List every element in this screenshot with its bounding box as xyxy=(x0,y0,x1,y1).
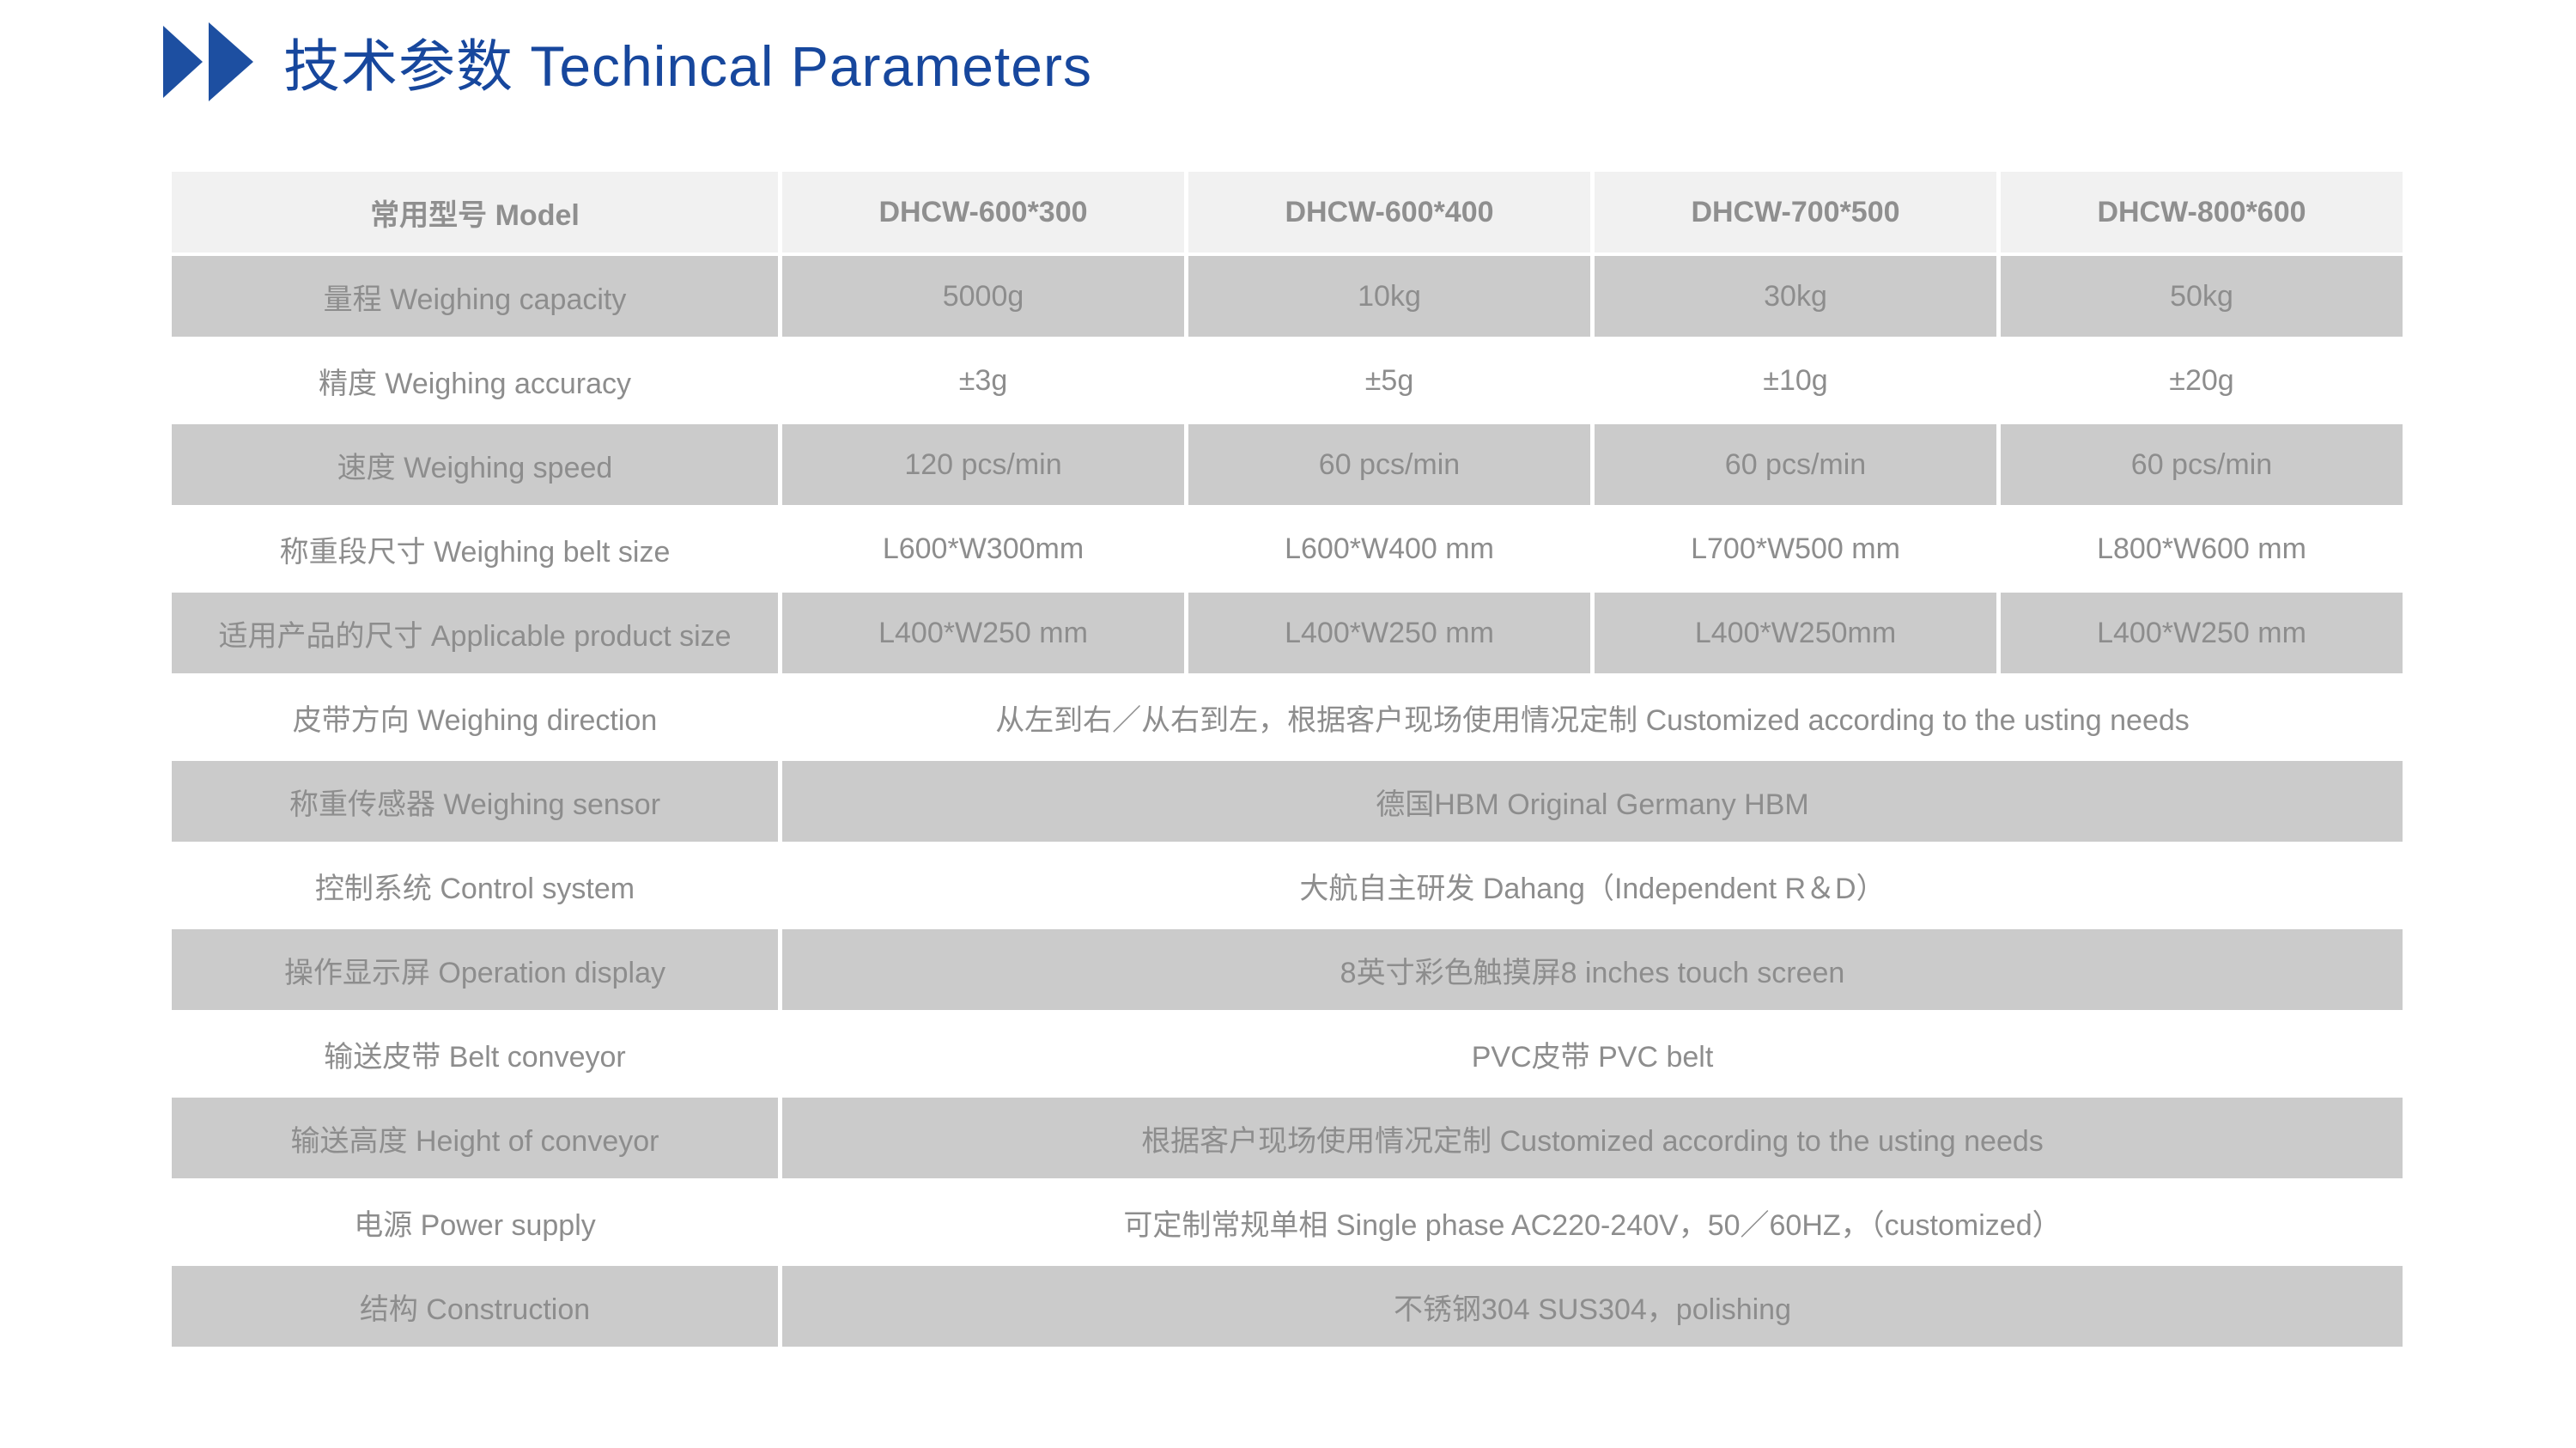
row-label: 量程 Weighing capacity xyxy=(172,256,778,337)
row-merged-value: 根据客户现场使用情况定制 Customized according to the… xyxy=(782,1098,2403,1178)
row-label: 称重传感器 Weighing sensor xyxy=(172,761,778,842)
table-row: 皮带方向 Weighing direction 从左到右／从右到左，根据客户现场使… xyxy=(172,677,2403,757)
row-value: ±3g xyxy=(782,340,1184,421)
row-merged-value: 德国HBM Original Germany HBM xyxy=(782,761,2403,842)
header-model-1: DHCW-600*300 xyxy=(782,172,1184,252)
row-value: ±20g xyxy=(2001,340,2403,421)
table-body: 量程 Weighing capacity 5000g 10kg 30kg 50kg 精度 … xyxy=(172,256,2403,1347)
row-label: 精度 Weighing accuracy xyxy=(172,340,778,421)
row-label: 速度 Weighing speed xyxy=(172,424,778,505)
row-value: ±5g xyxy=(1188,340,1590,421)
header-model-4: DHCW-800*600 xyxy=(2001,172,2403,252)
table-row: 精度 Weighing accuracy ±3g ±5g ±10g ±20g xyxy=(172,340,2403,421)
row-label: 称重段尺寸 Weighing belt size xyxy=(172,508,778,589)
table-row: 输送皮带 Belt conveyor PVC皮带 PVC belt xyxy=(172,1013,2403,1094)
row-value: L600*W400 mm xyxy=(1188,508,1590,589)
row-label: 结构 Construction xyxy=(172,1266,778,1347)
page-title: 技术参数 Techincal Parameters xyxy=(283,34,1092,98)
table-row: 适用产品的尺寸 Applicable product size L400*W250… xyxy=(172,593,2403,673)
row-merged-value: 从左到右／从右到左，根据客户现场使用情况定制 Customized accord… xyxy=(782,677,2403,757)
row-label: 适用产品的尺寸 Applicable product size xyxy=(172,593,778,673)
table-row: 结构 Construction 不锈钢304 SUS304，polishing xyxy=(172,1266,2403,1347)
row-label: 皮带方向 Weighing direction xyxy=(172,677,778,757)
table-row: 速度 Weighing speed 120 pcs/min 60 pcs/min 60… xyxy=(172,424,2403,505)
table-row: 输送高度 Height of conveyor 根据客户现场使用情况定制 Cust… xyxy=(172,1098,2403,1178)
row-value: L800*W600 mm xyxy=(2001,508,2403,589)
row-value: L600*W300mm xyxy=(782,508,1184,589)
table-header-row: 常用型号 Model DHCW-600*300 DHCW-600*400 DHCW-7… xyxy=(172,172,2403,252)
technical-parameters-table: 常用型号 Model DHCW-600*300 DHCW-600*400 DHCW-7… xyxy=(172,172,2403,1350)
table-row: 操作显示屏 Operation display 8英寸彩色触摸屏8 inches … xyxy=(172,929,2403,1010)
section-header: 技术参数 Techincal Parameters xyxy=(163,19,1092,105)
row-value: L400*W250mm xyxy=(1595,593,1996,673)
row-label: 操作显示屏 Operation display xyxy=(172,929,778,1010)
header-model-label: 常用型号 Model xyxy=(172,172,778,252)
row-value: 10kg xyxy=(1188,256,1590,337)
header-model-2: DHCW-600*400 xyxy=(1188,172,1590,252)
chevron-right-icon xyxy=(163,26,203,98)
row-value: 60 pcs/min xyxy=(1188,424,1590,505)
row-merged-value: 大航自主研发 Dahang（Independent R＆D） xyxy=(782,845,2403,926)
table-row: 称重传感器 Weighing sensor 德国HBM Original Germ… xyxy=(172,761,2403,842)
row-value: 5000g xyxy=(782,256,1184,337)
row-value: L400*W250 mm xyxy=(782,593,1184,673)
row-value: ±10g xyxy=(1595,340,1996,421)
row-merged-value: 不锈钢304 SUS304，polishing xyxy=(782,1266,2403,1347)
row-value: L400*W250 mm xyxy=(1188,593,1590,673)
table-row: 量程 Weighing capacity 5000g 10kg 30kg 50kg xyxy=(172,256,2403,337)
row-label: 电源 Power supply xyxy=(172,1182,778,1262)
row-value: L700*W500 mm xyxy=(1595,508,1996,589)
table-row: 控制系统 Control system 大航自主研发 Dahang（Indepen… xyxy=(172,845,2403,926)
row-label: 输送高度 Height of conveyor xyxy=(172,1098,778,1178)
row-merged-value: PVC皮带 PVC belt xyxy=(782,1013,2403,1094)
row-label: 输送皮带 Belt conveyor xyxy=(172,1013,778,1094)
row-value: L400*W250 mm xyxy=(2001,593,2403,673)
row-value: 60 pcs/min xyxy=(1595,424,1996,505)
header-model-3: DHCW-700*500 xyxy=(1595,172,1996,252)
row-value: 120 pcs/min xyxy=(782,424,1184,505)
chevron-right-icon xyxy=(209,22,253,101)
row-label: 控制系统 Control system xyxy=(172,845,778,926)
table-row: 电源 Power supply 可定制常规单相 Single phase AC22… xyxy=(172,1182,2403,1262)
row-merged-value: 可定制常规单相 Single phase AC220-240V，50／60HZ，… xyxy=(782,1182,2403,1262)
row-merged-value: 8英寸彩色触摸屏8 inches touch screen xyxy=(782,929,2403,1010)
row-value: 60 pcs/min xyxy=(2001,424,2403,505)
row-value: 30kg xyxy=(1595,256,1996,337)
table-row: 称重段尺寸 Weighing belt size L600*W300mm L600*… xyxy=(172,508,2403,589)
row-value: 50kg xyxy=(2001,256,2403,337)
